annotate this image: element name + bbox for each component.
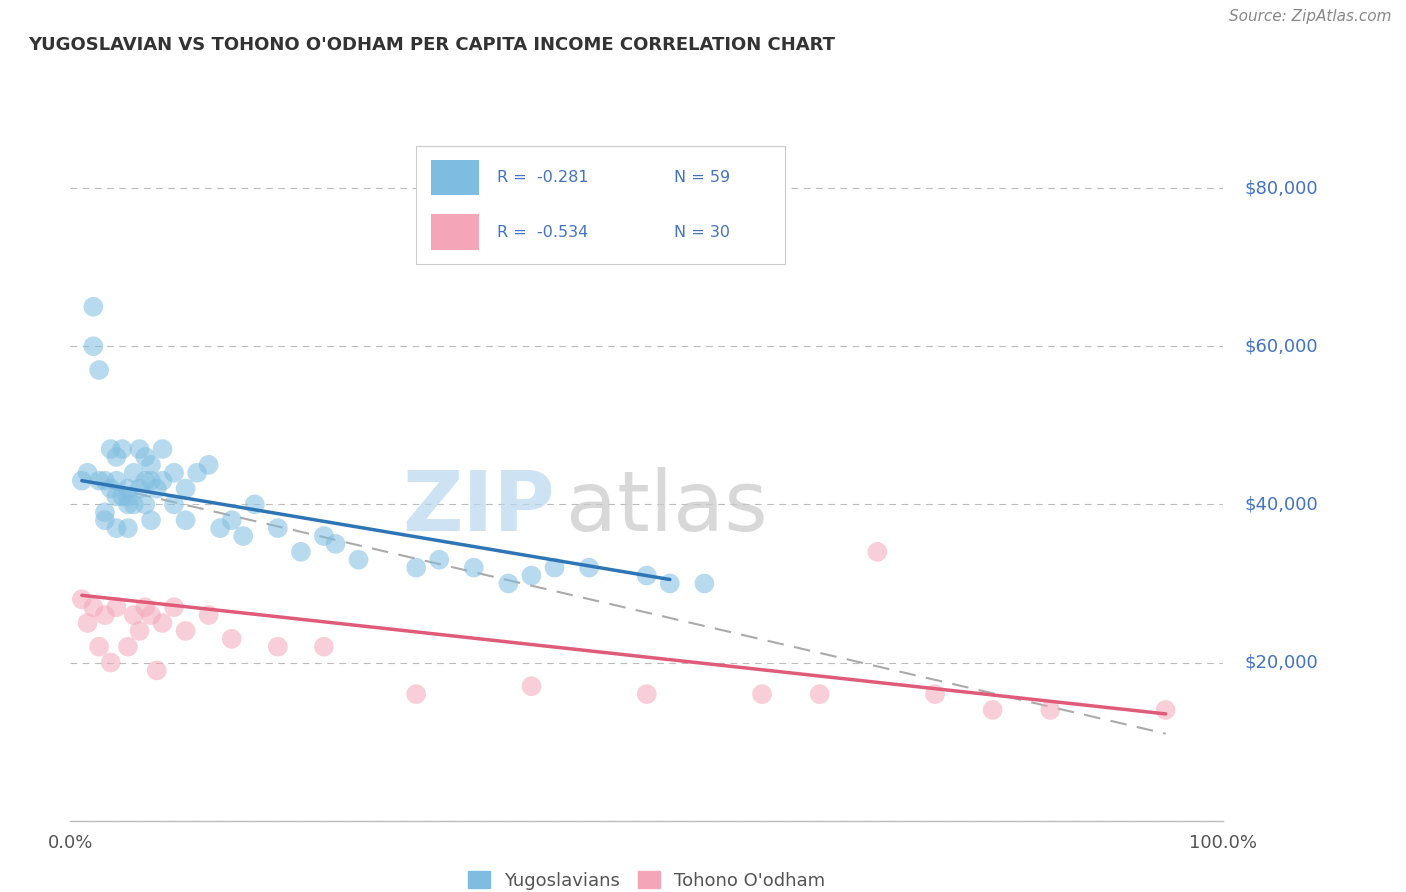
- Point: [174, 482, 197, 496]
- Point: [174, 624, 197, 638]
- Point: [122, 497, 145, 511]
- Point: [146, 664, 169, 678]
- Point: [94, 513, 117, 527]
- Point: [105, 450, 128, 464]
- Text: ZIP: ZIP: [402, 467, 554, 548]
- Point: [312, 640, 335, 654]
- Point: [100, 656, 122, 670]
- Point: [405, 560, 427, 574]
- Point: [100, 442, 122, 456]
- Point: [693, 576, 716, 591]
- Point: [312, 529, 335, 543]
- Point: [146, 482, 169, 496]
- Point: [209, 521, 232, 535]
- Point: [498, 576, 520, 591]
- Text: $20,000: $20,000: [1244, 654, 1317, 672]
- Point: [117, 490, 139, 504]
- Point: [636, 687, 658, 701]
- Point: [139, 458, 162, 472]
- Point: [221, 632, 243, 646]
- Text: $80,000: $80,000: [1244, 179, 1317, 197]
- Point: [924, 687, 946, 701]
- Point: [981, 703, 1004, 717]
- Point: [94, 474, 117, 488]
- Point: [139, 513, 162, 527]
- Point: [76, 615, 98, 630]
- Point: [87, 474, 111, 488]
- Point: [152, 442, 174, 456]
- Point: [174, 513, 197, 527]
- Point: [163, 497, 186, 511]
- Point: [94, 608, 117, 623]
- Point: [463, 560, 485, 574]
- Point: [197, 608, 219, 623]
- Point: [105, 521, 128, 535]
- Point: [1039, 703, 1062, 717]
- Point: [87, 363, 111, 377]
- Text: atlas: atlas: [567, 467, 768, 548]
- Point: [82, 300, 104, 314]
- Point: [163, 600, 186, 615]
- Point: [117, 640, 139, 654]
- Point: [267, 521, 290, 535]
- Point: [290, 545, 312, 559]
- Point: [105, 474, 128, 488]
- Point: [105, 600, 128, 615]
- Point: [163, 466, 186, 480]
- Point: [808, 687, 831, 701]
- Legend: Yugoslavians, Tohono O'odham: Yugoslavians, Tohono O'odham: [463, 866, 831, 892]
- Point: [243, 497, 266, 511]
- Point: [520, 568, 543, 582]
- Point: [117, 497, 139, 511]
- Point: [427, 552, 450, 567]
- Point: [134, 474, 156, 488]
- Point: [139, 474, 162, 488]
- Point: [128, 482, 150, 496]
- Point: [105, 490, 128, 504]
- Point: [186, 466, 208, 480]
- Point: [100, 482, 122, 496]
- Point: [325, 537, 347, 551]
- Point: [70, 592, 93, 607]
- Text: YUGOSLAVIAN VS TOHONO O'ODHAM PER CAPITA INCOME CORRELATION CHART: YUGOSLAVIAN VS TOHONO O'ODHAM PER CAPITA…: [28, 36, 835, 54]
- Point: [82, 339, 104, 353]
- Point: [76, 466, 98, 480]
- Text: Source: ZipAtlas.com: Source: ZipAtlas.com: [1229, 9, 1392, 24]
- Point: [134, 497, 156, 511]
- Point: [117, 482, 139, 496]
- Point: [134, 600, 156, 615]
- Text: $40,000: $40,000: [1244, 495, 1317, 514]
- Point: [70, 474, 93, 488]
- Point: [751, 687, 773, 701]
- Point: [117, 521, 139, 535]
- Point: [152, 474, 174, 488]
- Point: [139, 608, 162, 623]
- Point: [122, 608, 145, 623]
- Point: [578, 560, 600, 574]
- Point: [1154, 703, 1177, 717]
- Point: [122, 466, 145, 480]
- Point: [520, 679, 543, 693]
- Point: [111, 490, 134, 504]
- Point: [221, 513, 243, 527]
- Point: [111, 442, 134, 456]
- Point: [82, 600, 104, 615]
- Point: [152, 615, 174, 630]
- Point: [128, 442, 150, 456]
- Point: [405, 687, 427, 701]
- Point: [94, 505, 117, 519]
- Point: [267, 640, 290, 654]
- Text: $60,000: $60,000: [1244, 337, 1317, 355]
- Point: [658, 576, 681, 591]
- Point: [87, 640, 111, 654]
- Point: [232, 529, 254, 543]
- Point: [543, 560, 565, 574]
- Point: [347, 552, 370, 567]
- Point: [636, 568, 658, 582]
- Point: [134, 450, 156, 464]
- Point: [197, 458, 219, 472]
- Point: [866, 545, 889, 559]
- Point: [128, 624, 150, 638]
